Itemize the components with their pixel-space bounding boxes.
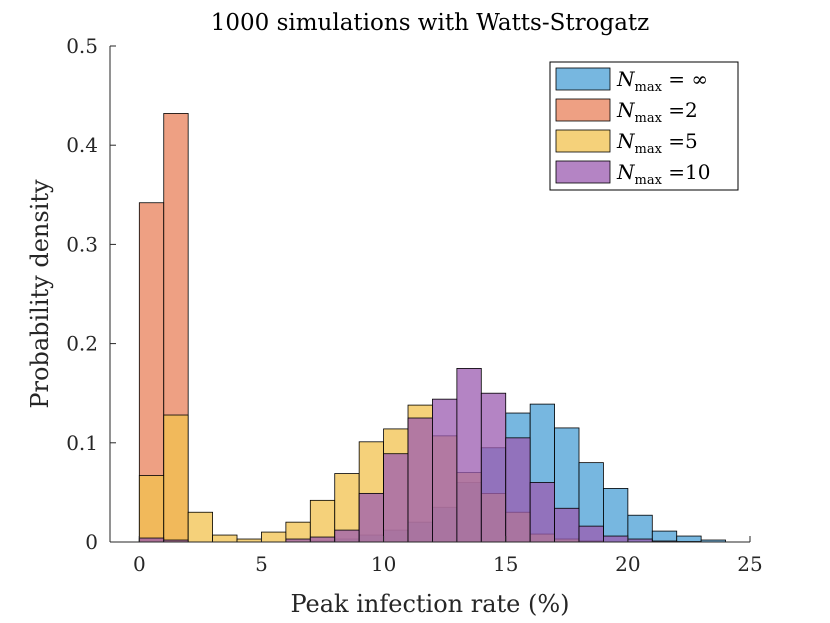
legend-label: Nmax = ∞ [616, 67, 708, 95]
bar [456, 367, 482, 543]
bar [187, 511, 213, 543]
x-tick-label: 20 [615, 552, 640, 576]
legend-swatch [555, 160, 611, 184]
bar [383, 453, 409, 543]
bar [603, 488, 629, 543]
bar [309, 536, 336, 543]
bar [603, 535, 629, 543]
y-axis-title: Probability density [26, 179, 54, 409]
bar [505, 437, 531, 543]
axis-ticks: 0 5 10 15 20 25 0 0.1 0.2 0.3 0.4 0.5 [66, 34, 763, 576]
legend: Nmax = ∞ Nmax =2 Nmax =5 Nmax =10 [549, 61, 739, 191]
bar [480, 392, 507, 543]
bar [432, 398, 458, 543]
y-tick-label: 0.3 [66, 232, 98, 256]
bar [261, 531, 287, 543]
x-tick-label: 10 [371, 552, 396, 576]
x-tick-label: 25 [737, 552, 762, 576]
bar [309, 499, 336, 543]
chart-title: 1000 simulations with Watts-Strogatz [211, 10, 650, 36]
y-tick-label: 0.1 [66, 431, 98, 455]
x-tick-label: 5 [255, 552, 268, 576]
legend-swatch [555, 98, 611, 122]
y-tick-label: 0 [85, 530, 98, 554]
x-axis-title: Peak infection rate (%) [290, 590, 569, 618]
legend-label: Nmax =5 [616, 129, 698, 157]
bar [138, 475, 165, 543]
bar [163, 414, 189, 543]
axes [109, 46, 750, 543]
legend-swatch [555, 67, 611, 91]
y-tick-label: 0.4 [66, 133, 98, 157]
bar [358, 492, 384, 543]
y-tick-label: 0.2 [66, 332, 98, 356]
bar [212, 534, 238, 543]
y-tick-label: 0.5 [66, 34, 98, 58]
bar [627, 514, 653, 543]
bar [407, 417, 433, 543]
x-tick-label: 15 [493, 552, 518, 576]
legend-label: Nmax =10 [616, 160, 711, 188]
bar [554, 507, 580, 543]
bar [138, 537, 165, 543]
bar [334, 529, 360, 543]
bar [529, 482, 555, 543]
legend-label: Nmax =2 [616, 98, 698, 126]
legend-swatch [555, 129, 611, 153]
bar [651, 530, 678, 543]
bar [578, 525, 604, 543]
x-tick-label: 0 [133, 552, 146, 576]
